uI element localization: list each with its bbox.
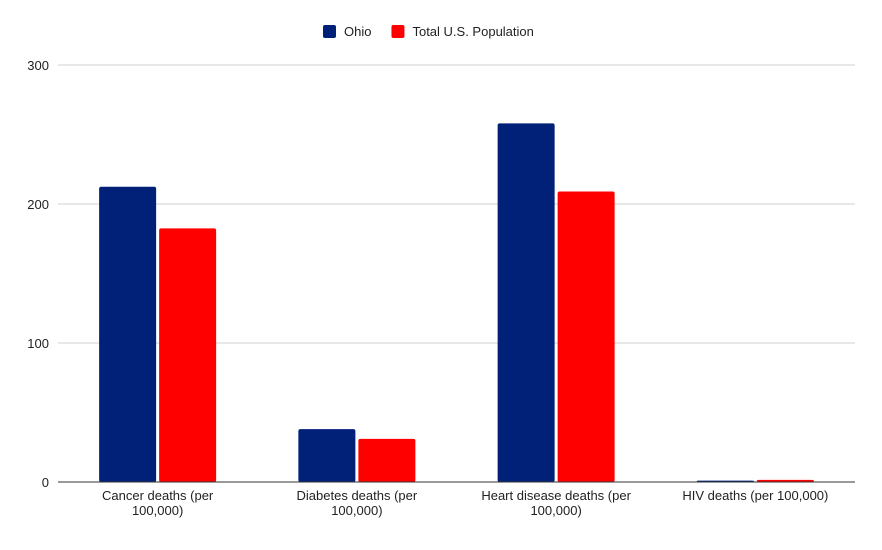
legend-swatch [323, 25, 336, 38]
y-tick-label: 0 [42, 475, 49, 490]
legend-label: Ohio [344, 24, 371, 39]
x-tick-label: Diabetes deaths (per [297, 488, 418, 503]
bar-total-u-s-population [756, 479, 814, 482]
bar-total-u-s-population [358, 438, 416, 482]
x-tick-label: HIV deaths (per 100,000) [682, 488, 828, 503]
bar-total-u-s-population [557, 191, 615, 483]
bar-ohio [99, 186, 157, 483]
legend-swatch [391, 25, 405, 38]
x-tick-label: 100,000) [530, 503, 581, 518]
x-tick-label: 100,000) [132, 503, 183, 518]
legend-label: Total U.S. Population [412, 24, 533, 39]
x-tick-label: 100,000) [331, 503, 382, 518]
x-tick-label: Cancer deaths (per [102, 488, 214, 503]
bar-ohio [298, 429, 356, 482]
bar-total-u-s-population [159, 228, 217, 482]
y-tick-label: 100 [27, 336, 49, 351]
y-tick-label: 300 [27, 58, 49, 73]
x-tick-label: Heart disease deaths (per [481, 488, 631, 503]
y-tick-label: 200 [27, 197, 49, 212]
bar-ohio [497, 123, 555, 482]
